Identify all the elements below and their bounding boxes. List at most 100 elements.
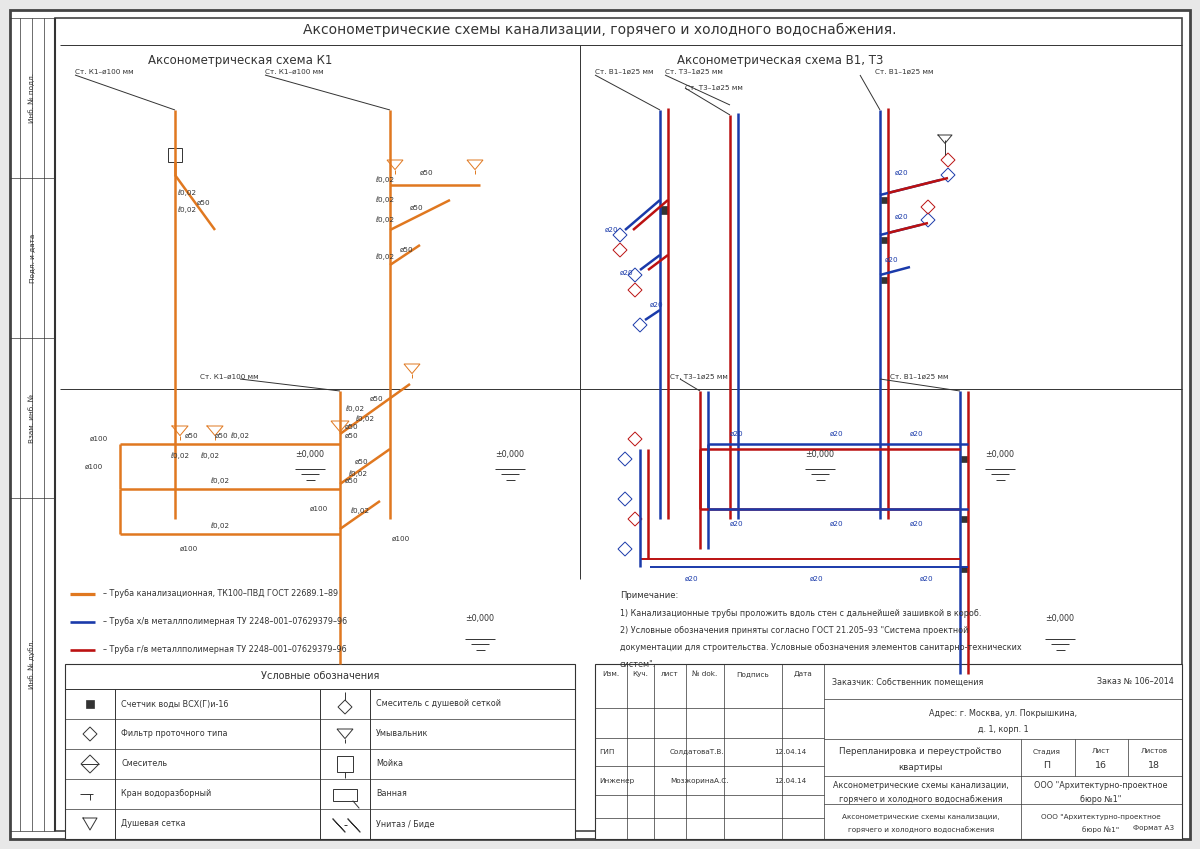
Text: Взам. инб. №: Взам. инб. № [29,393,35,442]
Bar [86,700,95,708]
Text: ℓ0,02: ℓ0,02 [178,189,196,196]
Text: ø20: ø20 [886,257,899,263]
Text: – Труба г/в металлполимерная ТУ 2248–001–07629379–96: – Труба г/в металлполимерная ТУ 2248–001… [103,645,347,655]
Text: Аксонометрические схемы канализации,: Аксонометрические схемы канализации, [833,781,1008,790]
Text: Стадия: Стадия [1033,748,1061,754]
Text: ±0,000: ±0,000 [466,615,494,623]
Text: ø20: ø20 [895,214,908,220]
Text: Ст. К1–ø100 мм: Ст. К1–ø100 мм [74,69,133,75]
Text: ø20: ø20 [620,270,634,276]
Text: Ст. Т3–1ø25 мм: Ст. Т3–1ø25 мм [685,85,743,91]
Bar [337,756,353,772]
Text: МозжоринаА.С.: МозжоринаА.С. [670,779,728,784]
Bar [660,206,667,214]
Text: ø20: ø20 [810,576,823,582]
Text: ø100: ø100 [180,546,198,552]
Text: ø20: ø20 [650,302,664,308]
Text: ø50: ø50 [420,170,433,176]
Text: ℓ0,02: ℓ0,02 [355,416,374,422]
Text: ±0,000: ±0,000 [496,449,524,458]
Text: Подпись: Подпись [737,671,769,677]
Polygon shape [467,160,482,170]
Text: Счетчик воды ВСХ(Г)и-16: Счетчик воды ВСХ(Г)и-16 [121,700,228,709]
Text: Инженер: Инженер [599,779,635,784]
Text: ø20: ø20 [910,521,924,527]
Text: ±0,000: ±0,000 [295,449,324,458]
Text: 2) Условные обозначения приняты согласно ГОСТ 21.205–93 "Система проектной: 2) Условные обозначения приняты согласно… [620,626,968,635]
Text: Примечание:: Примечание: [620,591,678,600]
Text: 16: 16 [1094,762,1106,771]
Text: ø50: ø50 [400,247,414,253]
Text: ℓ0,02: ℓ0,02 [374,254,394,261]
Text: ℓ0,02: ℓ0,02 [348,470,367,477]
Text: Условные обозначения: Условные обозначения [260,671,379,681]
Bar [961,456,967,462]
Text: ℓ0,02: ℓ0,02 [210,478,229,484]
Bar [168,148,182,162]
Text: П: П [1044,762,1050,771]
Text: ø50: ø50 [346,424,359,430]
Text: Душевая сетка: Душевая сетка [121,819,186,829]
Text: бюро №1": бюро №1" [1082,827,1120,834]
Bar [65,664,575,839]
Text: ø20: ø20 [830,431,844,437]
Text: Ст. Т3–1ø25 мм: Ст. Т3–1ø25 мм [670,374,728,380]
Polygon shape [337,729,353,739]
Text: ø20: ø20 [730,521,744,527]
Text: ø50: ø50 [346,433,359,439]
Text: горячего и холодного водоснабжения: горячего и холодного водоснабжения [839,796,1002,805]
Text: ℓ0,02: ℓ0,02 [210,523,229,529]
Text: ø20: ø20 [685,576,698,582]
Text: ±0,000: ±0,000 [1045,615,1074,623]
Text: Ст. К1–ø100 мм: Ст. К1–ø100 мм [200,374,259,380]
Bar [961,566,967,572]
Text: ø100: ø100 [90,436,108,442]
Text: Умывальник: Умывальник [376,729,428,739]
Text: ø20: ø20 [910,431,924,437]
Text: – Труба канализационная, ТК100–ПВД ГОСТ 22689.1–89: – Труба канализационная, ТК100–ПВД ГОСТ … [103,589,338,599]
Text: Аксонометрическая схема К1: Аксонометрическая схема К1 [148,53,332,66]
Text: 12.04.14: 12.04.14 [774,779,806,784]
Text: ±0,000: ±0,000 [985,449,1014,458]
Text: ℓ0,02: ℓ0,02 [170,453,190,459]
Text: Листов: Листов [1141,748,1168,754]
Text: ø100: ø100 [310,506,329,512]
Text: Куч.: Куч. [632,671,648,677]
Text: ℓ0,02: ℓ0,02 [230,433,250,439]
Text: ø20: ø20 [895,170,908,176]
Text: ООО "Архитектурно-проектное: ООО "Архитектурно-проектное [1042,814,1160,820]
Bar [881,277,887,283]
Text: № dok.: № dok. [692,671,718,677]
Text: бюро №1": бюро №1" [1080,796,1122,805]
Text: ℓ0,02: ℓ0,02 [200,453,220,459]
Text: ø50: ø50 [185,433,199,439]
Text: Изм.: Изм. [602,671,619,677]
Text: Формат А3: Формат А3 [1133,825,1174,831]
Text: ø50: ø50 [197,200,211,206]
Text: ООО "Архитектурно-проектное: ООО "Архитектурно-проектное [1034,781,1168,790]
Text: ℓ0,02: ℓ0,02 [374,216,394,223]
Text: ℓ0,02: ℓ0,02 [350,508,370,514]
Text: систем".: систем". [620,660,656,669]
Text: квартиры: квартиры [899,762,943,772]
Text: Заказ № 106–2014: Заказ № 106–2014 [1097,678,1174,687]
Polygon shape [404,364,420,374]
Text: Фильтр проточного типа: Фильтр проточного типа [121,729,228,739]
Bar [334,789,358,801]
Text: ø50: ø50 [355,459,368,465]
Text: документации для строительства. Условные обозначения элементов санитарно-техниче: документации для строительства. Условные… [620,643,1021,652]
Text: д. 1, корп. 1: д. 1, корп. 1 [978,724,1028,734]
Text: лист: лист [661,671,679,677]
Text: Дата: Дата [793,671,812,677]
Text: Подл. и дата: Подл. и дата [29,233,35,283]
Text: Ст. Т3–1ø25 мм: Ст. Т3–1ø25 мм [665,69,722,75]
Text: ø50: ø50 [370,396,384,402]
Text: ø100: ø100 [392,536,410,542]
Text: ГИП: ГИП [599,749,614,755]
Text: 18: 18 [1148,762,1160,771]
Text: Адрес: г. Москва, ул. Покрышкина,: Адрес: г. Москва, ул. Покрышкина, [929,710,1078,718]
Text: ø20: ø20 [830,521,844,527]
Bar [881,237,887,243]
Text: Мойка: Мойка [376,760,403,768]
Text: Аксонометрические схемы канализации,: Аксонометрические схемы канализации, [842,814,1000,820]
